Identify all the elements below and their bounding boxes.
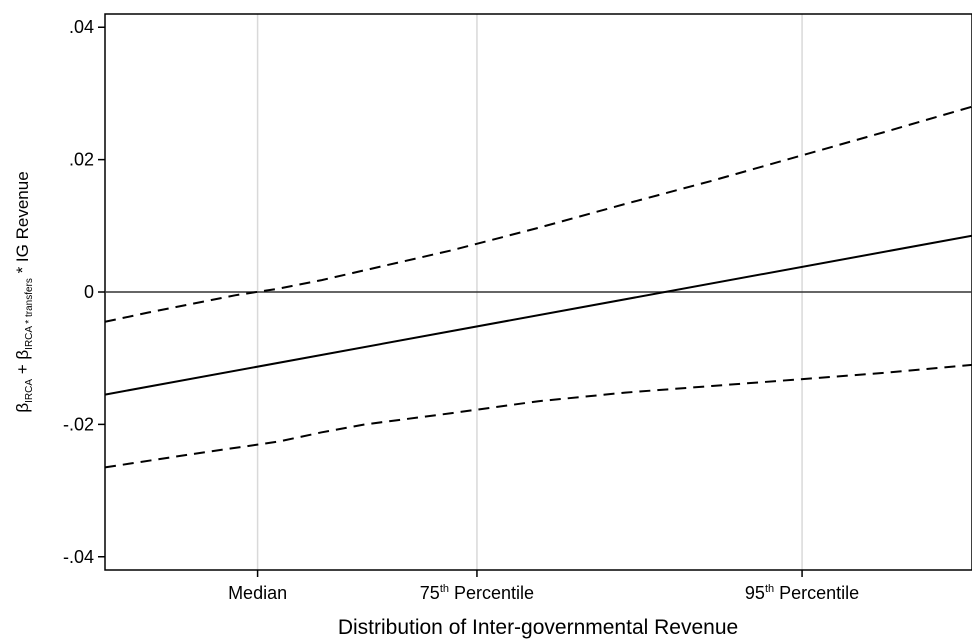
- y-tick-label-4: -.04: [63, 547, 94, 567]
- y-axis-title-beta-1: β: [13, 403, 32, 413]
- y-axis-title: βIRCA + βIRCA * transfers * IG Revenue: [13, 171, 35, 412]
- y-tick-label-3: -.02: [63, 414, 94, 434]
- x-axis-title: Distribution of Inter-governmental Reven…: [338, 616, 738, 639]
- y-axis-title-beta-2: + β: [13, 350, 32, 379]
- confidence-bound-line-2: [104, 363, 972, 469]
- x-tick-label-2: 95th Percentile: [745, 583, 859, 603]
- x-tick-label-0: Median: [228, 583, 287, 603]
- x-axis-ticks: Median 75th Percentile 95th Percentile: [228, 570, 859, 603]
- y-tick-label-0: .04: [69, 17, 94, 37]
- y-axis-title-sub-1: IRCA: [24, 379, 35, 403]
- y-axis-title-sub-2: IRCA * transfers: [24, 278, 35, 350]
- series-lines: [104, 105, 972, 469]
- y-axis-title-rest: * IG Revenue: [13, 171, 32, 278]
- y-axis-ticks: .04 .02 0 -.02 -.04: [63, 17, 105, 567]
- y-tick-label-2: 0: [84, 282, 94, 302]
- confidence-bound-line-1: [104, 105, 972, 323]
- y-tick-label-1: .02: [69, 150, 94, 170]
- x-tick-label-1: 75th Percentile: [420, 583, 534, 603]
- estimate-line: [104, 234, 972, 396]
